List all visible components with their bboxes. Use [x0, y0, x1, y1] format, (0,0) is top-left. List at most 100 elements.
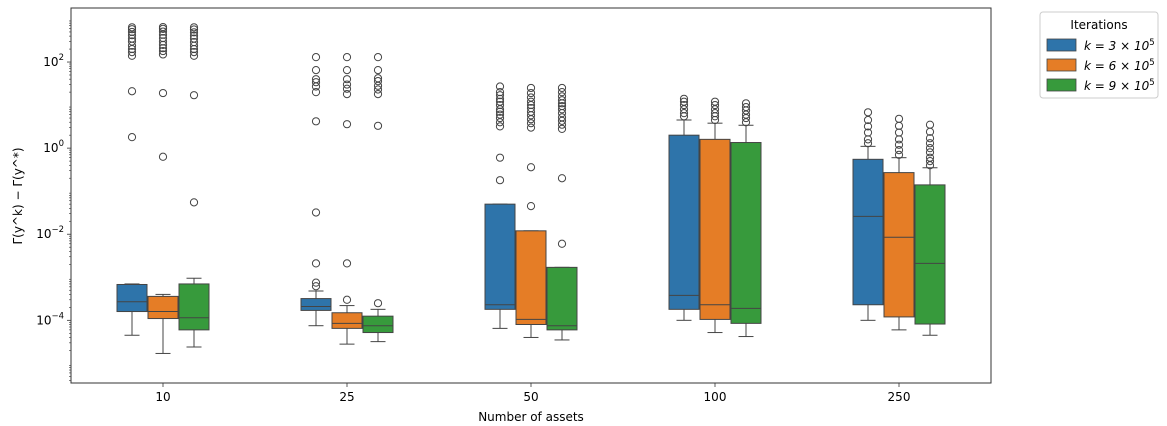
- outlier-point: [894, 140, 904, 149]
- outlier-point: [311, 117, 321, 126]
- box: [484, 203, 516, 310]
- outlier-point: [557, 83, 567, 93]
- outlier-point: [526, 97, 536, 106]
- box-group: [699, 97, 731, 334]
- outlier-point: [526, 163, 536, 172]
- outlier-point: [158, 50, 168, 59]
- y-tick-label: 102: [43, 53, 64, 69]
- outlier-point: [127, 23, 137, 32]
- outlier-point: [863, 108, 873, 117]
- outlier-point: [342, 84, 352, 93]
- outlier-point: [127, 27, 137, 37]
- outlier-point: [526, 123, 536, 132]
- outlier-point: [311, 75, 321, 84]
- outlier-point: [925, 134, 935, 143]
- outlier-point: [894, 135, 904, 144]
- outlier-point: [311, 208, 321, 217]
- box-group: [300, 53, 332, 327]
- outlier-point: [557, 113, 567, 122]
- y-tick-label: 100: [43, 139, 64, 155]
- outlier-point: [557, 239, 567, 248]
- outlier-point: [741, 118, 751, 127]
- outlier-point: [557, 88, 567, 97]
- outlier-point: [894, 128, 904, 137]
- box-group: [883, 114, 915, 331]
- outlier-point: [189, 31, 199, 40]
- outlier-point: [863, 139, 873, 148]
- outlier-point: [495, 97, 505, 106]
- outlier-point: [373, 53, 383, 62]
- outlier-point: [679, 94, 689, 103]
- outlier-point: [495, 110, 505, 119]
- outlier-point: [373, 77, 383, 86]
- outlier-point: [311, 259, 321, 268]
- legend-title: Iterations: [1070, 18, 1127, 32]
- outlier-point: [925, 139, 935, 148]
- box: [914, 184, 946, 325]
- outlier-point: [373, 65, 383, 75]
- plot-marks: [116, 22, 946, 354]
- box: [730, 142, 762, 324]
- outlier-point: [189, 38, 199, 47]
- y-axis-label: Γ(y^k) − Γ(y^*): [11, 147, 25, 244]
- outlier-point: [863, 122, 873, 131]
- outlier-point: [679, 97, 689, 106]
- box: [178, 283, 210, 331]
- outlier-point: [526, 104, 536, 113]
- box: [546, 266, 578, 331]
- box: [300, 298, 332, 311]
- outlier-point: [158, 22, 168, 32]
- box-group: [331, 53, 363, 345]
- box-group: [362, 53, 394, 343]
- outlier-point: [894, 146, 904, 155]
- box-group: [116, 23, 148, 336]
- outlier-point: [342, 259, 352, 268]
- outlier-point: [127, 34, 137, 43]
- outlier-point: [373, 299, 383, 308]
- outlier-point: [189, 51, 199, 60]
- outlier-point: [557, 92, 567, 101]
- outlier-point: [710, 100, 720, 110]
- outlier-point: [557, 105, 567, 114]
- box-group: [668, 94, 700, 321]
- outlier-point: [342, 120, 352, 129]
- outlier-point: [373, 74, 383, 83]
- outlier-point: [557, 124, 567, 133]
- outlier-point: [189, 34, 199, 43]
- outlier-point: [189, 28, 199, 37]
- outlier-point: [342, 80, 352, 89]
- outlier-point: [495, 113, 505, 123]
- box: [852, 158, 884, 306]
- outlier-point: [127, 48, 137, 57]
- legend-swatch: [1046, 38, 1077, 52]
- outlier-point: [158, 27, 168, 36]
- outlier-point: [741, 102, 751, 112]
- box-group: [730, 99, 762, 338]
- outlier-point: [342, 75, 352, 84]
- outlier-point: [311, 78, 321, 87]
- outlier-point: [863, 115, 873, 125]
- outlier-point: [526, 119, 536, 128]
- outlier-point: [925, 144, 935, 153]
- outlier-point: [925, 120, 935, 129]
- outlier-point: [557, 174, 567, 183]
- outlier-point: [311, 282, 321, 291]
- outlier-point: [311, 65, 321, 75]
- outlier-point: [342, 295, 352, 304]
- outlier-point: [158, 88, 168, 98]
- outlier-point: [189, 25, 199, 34]
- outlier-point: [495, 122, 505, 131]
- y-tick-label: 10−2: [36, 225, 64, 241]
- outlier-point: [495, 118, 505, 127]
- legend-entry-label: k = 6 × 105: [1084, 58, 1155, 73]
- outlier-point: [373, 121, 383, 130]
- outlier-point: [495, 176, 505, 185]
- outlier-point: [311, 82, 321, 91]
- legend-entry-label: k = 3 × 105: [1084, 38, 1155, 53]
- x-axis-label: Number of assets: [478, 410, 584, 424]
- outlier-point: [189, 198, 199, 207]
- outlier-point: [925, 148, 935, 157]
- outlier-point: [127, 87, 137, 96]
- outlier-point: [158, 152, 168, 161]
- outlier-point: [311, 278, 321, 287]
